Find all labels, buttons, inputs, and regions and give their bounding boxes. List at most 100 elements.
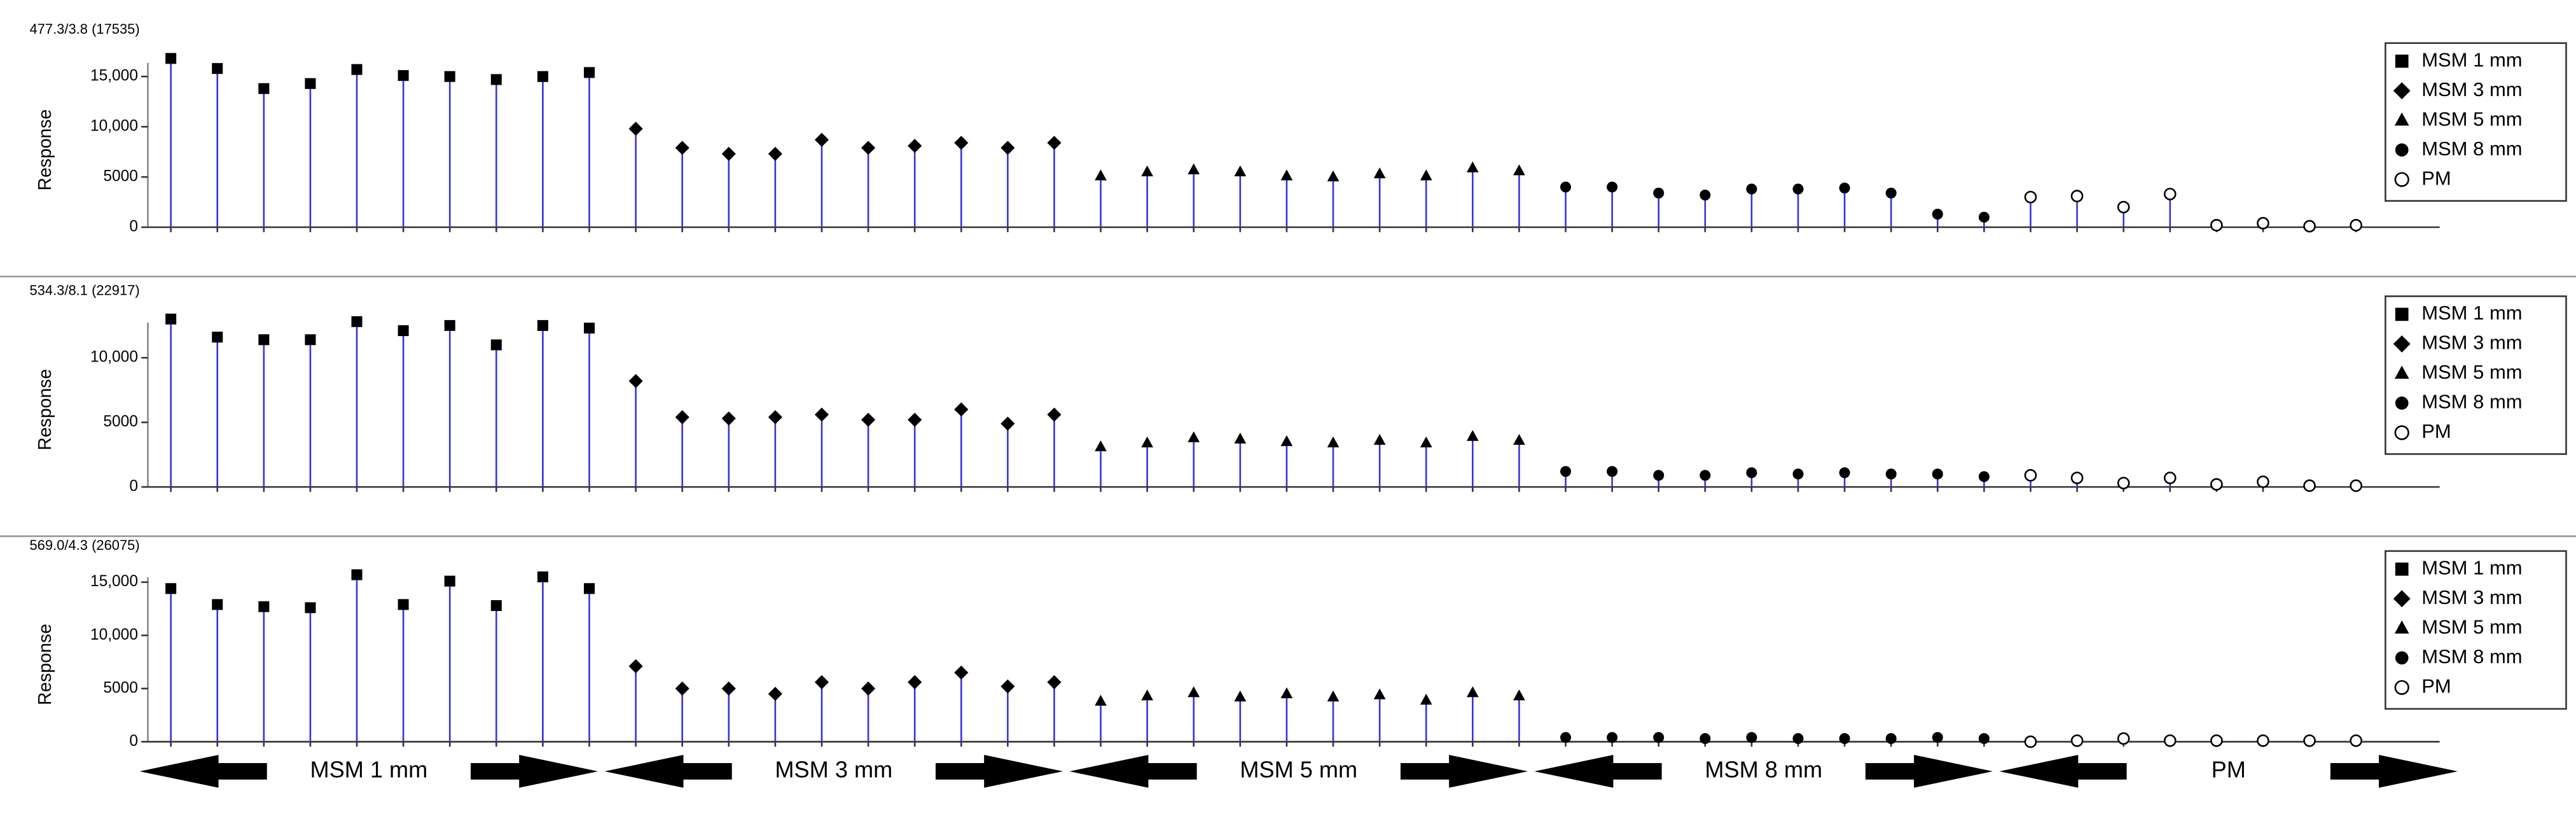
marker-triangle xyxy=(1373,167,1386,179)
arrow-left xyxy=(1534,755,1662,788)
legend-label: MSM 5 mm xyxy=(2421,361,2522,383)
marker-circle xyxy=(1792,733,1804,744)
marker-circle xyxy=(1932,732,1943,743)
marker-diamond xyxy=(908,412,922,427)
marker-triangle xyxy=(1280,435,1293,446)
marker-circle xyxy=(1978,733,1990,744)
marker-triangle xyxy=(1234,691,1247,702)
marker-diamond xyxy=(721,681,736,696)
legend-label: MSM 8 mm xyxy=(2421,137,2522,160)
marker-circle xyxy=(1978,471,1990,482)
marker-circle xyxy=(1746,183,1757,195)
legend-marker xyxy=(2394,172,2409,187)
legend-label: MSM 5 mm xyxy=(2421,108,2522,130)
marker-open-circle xyxy=(2210,219,2223,232)
y-tick-label: 0 xyxy=(129,733,138,750)
legend-label: MSM 3 mm xyxy=(2421,78,2522,101)
marker-diamond xyxy=(1047,675,1062,689)
legend-marker xyxy=(2395,562,2409,576)
marker-circle xyxy=(1792,468,1804,480)
panel-title: 534.3/8.1 (22917) xyxy=(29,283,139,298)
marker-square xyxy=(165,583,177,594)
marker-circle xyxy=(1653,732,1665,743)
marker-triangle xyxy=(1420,694,1432,705)
marker-diamond xyxy=(1047,407,1062,422)
marker-triangle xyxy=(1141,436,1154,447)
marker-diamond xyxy=(1047,136,1062,150)
marker-open-circle xyxy=(2303,220,2316,233)
marker-diamond xyxy=(628,374,643,388)
marker-circle xyxy=(1700,470,1711,481)
marker-circle xyxy=(1885,187,1897,199)
marker-open-circle xyxy=(2303,479,2316,492)
marker-open-circle xyxy=(2163,734,2177,747)
marker-triangle xyxy=(1327,170,1340,181)
marker-diamond xyxy=(908,139,922,153)
legend-marker xyxy=(2393,335,2411,353)
marker-circle xyxy=(1700,189,1711,201)
marker-triangle xyxy=(1141,689,1154,701)
marker-triangle xyxy=(1280,687,1293,699)
marker-square xyxy=(398,70,409,81)
group-label: MSM 5 mm xyxy=(1240,756,1357,782)
marker-circle xyxy=(1792,183,1804,195)
legend-label: PM xyxy=(2421,675,2451,697)
marker-triangle xyxy=(1280,169,1293,181)
group-label: MSM 1 mm xyxy=(310,756,427,782)
legend-label: MSM 8 mm xyxy=(2421,391,2522,413)
y-tick-label: 0 xyxy=(129,478,138,495)
arrow-right xyxy=(935,755,1063,788)
legend-box xyxy=(2385,295,2567,455)
marker-open-circle xyxy=(2257,734,2269,747)
marker-triangle xyxy=(1466,161,1479,172)
marker-triangle xyxy=(1234,165,1247,177)
marker-triangle xyxy=(1420,436,1432,447)
legend-marker xyxy=(2394,365,2409,379)
marker-diamond xyxy=(721,411,736,426)
marker-diamond xyxy=(675,681,689,696)
marker-open-circle xyxy=(2350,479,2362,492)
marker-triangle xyxy=(1095,440,1107,452)
marker-circle xyxy=(1932,468,1943,480)
legend-marker xyxy=(2395,651,2409,665)
marker-circle xyxy=(1839,733,1850,744)
y-tick-label: 0 xyxy=(129,218,138,235)
marker-open-circle xyxy=(2210,734,2223,747)
arrow-right xyxy=(2330,755,2458,788)
marker-diamond xyxy=(954,402,969,417)
y-tick-label: 5000 xyxy=(103,168,138,185)
marker-circle xyxy=(1653,187,1665,199)
marker-circle xyxy=(1932,208,1943,220)
marker-circle xyxy=(1607,466,1618,477)
marker-square xyxy=(398,325,409,337)
legend-label: MSM 5 mm xyxy=(2421,615,2522,638)
marker-circle xyxy=(1700,733,1711,744)
legend-box xyxy=(2385,42,2567,202)
marker-triangle xyxy=(1095,169,1107,181)
marker-circle xyxy=(1607,732,1618,743)
marker-triangle xyxy=(1327,691,1340,702)
marker-square xyxy=(258,601,270,612)
group-label: MSM 3 mm xyxy=(775,756,892,782)
marker-square xyxy=(258,334,270,346)
marker-diamond xyxy=(628,122,643,136)
marker-circle xyxy=(1978,211,1990,223)
legend-box xyxy=(2385,550,2567,710)
marker-diamond xyxy=(721,146,736,161)
marker-open-circle xyxy=(2117,200,2130,214)
legend-marker xyxy=(2394,620,2409,634)
marker-square xyxy=(583,67,595,78)
marker-triangle xyxy=(1513,433,1525,445)
marker-open-circle xyxy=(2070,190,2084,202)
marker-open-circle xyxy=(2257,216,2269,230)
legend-marker xyxy=(2395,307,2409,321)
marker-square xyxy=(490,74,502,85)
legend-marker xyxy=(2393,82,2411,100)
legend-marker xyxy=(2395,143,2409,157)
marker-circle xyxy=(1560,732,1572,743)
marker-square xyxy=(490,600,502,612)
legend-label: MSM 3 mm xyxy=(2421,332,2522,354)
marker-square xyxy=(444,575,455,587)
